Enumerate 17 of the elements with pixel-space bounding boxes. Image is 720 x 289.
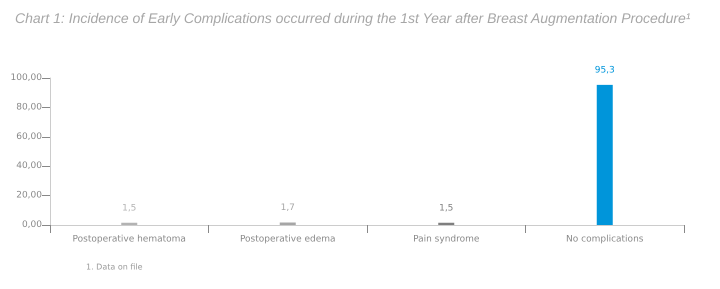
y-tick-label: 0,00 <box>22 220 42 230</box>
y-tick-label: 20,00 <box>16 190 42 201</box>
data-label: 95,3 <box>594 65 615 76</box>
x-tick-label: Postoperative edema <box>240 234 336 244</box>
x-tick-label: No complications <box>566 234 644 244</box>
x-tick-label: Pain syndrome <box>413 234 480 244</box>
data-label: 1,7 <box>280 203 295 213</box>
chart-title: Chart 1: Incidence of Early Complications occurred during the 1st Year after Breast Augmentation Procedure¹ <box>15 10 691 26</box>
y-tick-label: 40,00 <box>16 161 42 172</box>
data-label: 1,5 <box>439 203 454 214</box>
bar <box>596 84 613 225</box>
text: 1. Data on file <box>86 262 143 272</box>
y-tick-label: 80,00 <box>16 102 42 112</box>
data-label: 1,5 <box>122 203 136 214</box>
y-tick-label: 60,00 <box>16 132 42 142</box>
x-tick-label: Postoperative hematoma <box>72 234 186 244</box>
y-tick-label: 100,00 <box>10 73 42 83</box>
